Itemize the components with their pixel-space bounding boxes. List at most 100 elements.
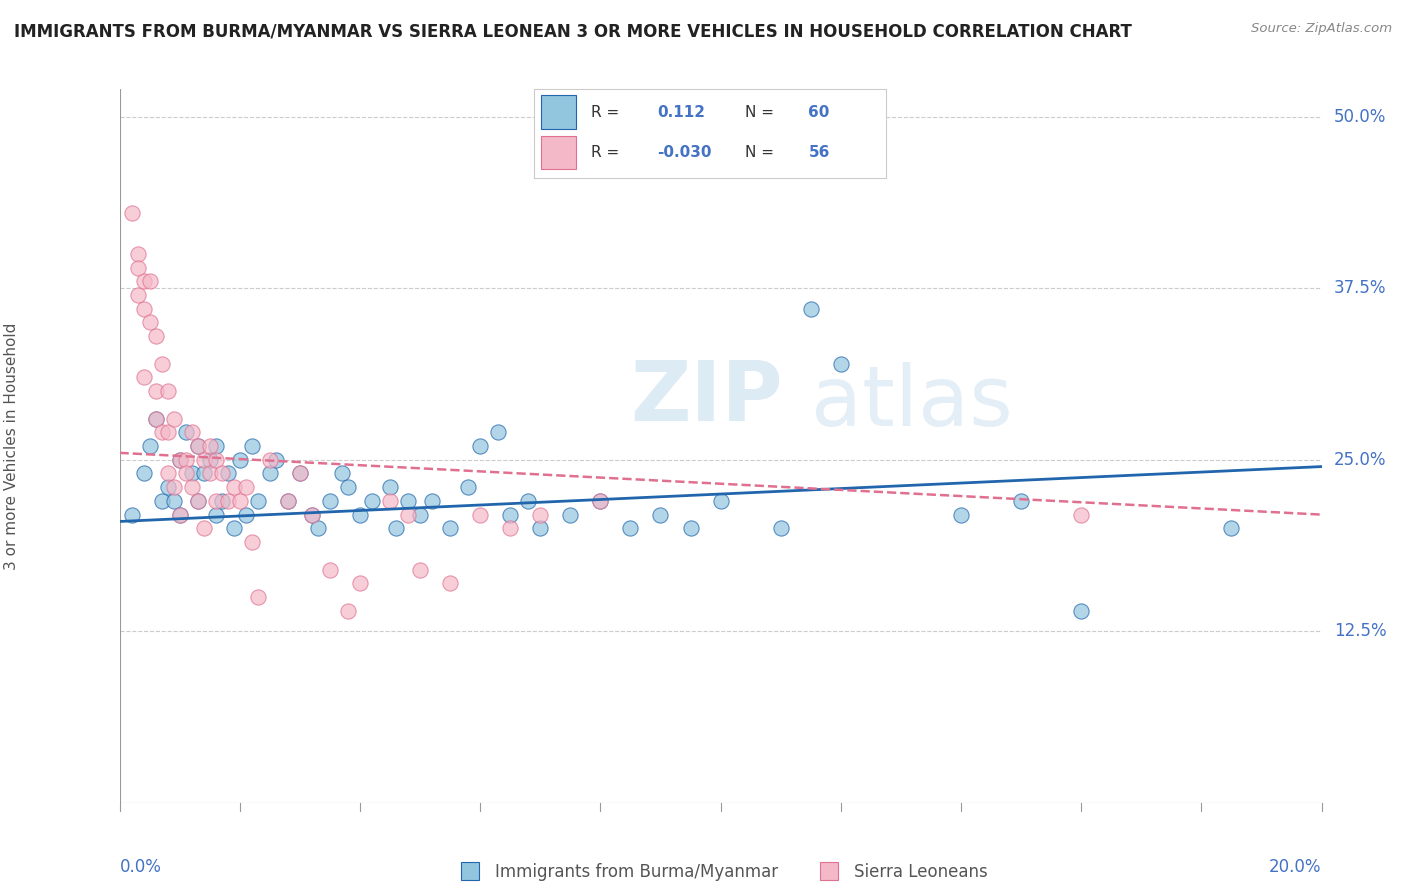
Point — [156, 480, 179, 494]
Point — [187, 439, 209, 453]
Point — [529, 508, 551, 522]
Point — [169, 508, 191, 522]
Point — [132, 301, 155, 316]
Point — [198, 439, 221, 453]
Point — [769, 521, 792, 535]
Text: 12.5%: 12.5% — [1334, 623, 1386, 640]
Point — [156, 467, 179, 481]
Point — [132, 274, 155, 288]
Text: atlas: atlas — [811, 361, 1012, 442]
Point — [156, 384, 179, 398]
Point — [222, 521, 245, 535]
Bar — [541, 95, 576, 129]
Point — [301, 508, 323, 522]
Point — [204, 439, 226, 453]
Point — [330, 467, 353, 481]
Point — [150, 357, 173, 371]
Point — [121, 508, 143, 522]
Text: 3 or more Vehicles in Household: 3 or more Vehicles in Household — [4, 322, 18, 570]
Point — [277, 494, 299, 508]
Point — [650, 508, 672, 522]
Text: R =: R = — [591, 105, 619, 120]
Point — [211, 467, 233, 481]
Point — [187, 494, 209, 508]
Point — [385, 521, 408, 535]
Text: R =: R = — [591, 145, 619, 160]
Point — [246, 590, 269, 604]
Point — [204, 494, 226, 508]
Point — [619, 521, 641, 535]
Point — [589, 494, 612, 508]
Point — [517, 494, 540, 508]
Point — [193, 452, 215, 467]
Point — [319, 494, 342, 508]
Point — [217, 494, 239, 508]
Text: IMMIGRANTS FROM BURMA/MYANMAR VS SIERRA LEONEAN 3 OR MORE VEHICLES IN HOUSEHOLD : IMMIGRANTS FROM BURMA/MYANMAR VS SIERRA … — [14, 22, 1132, 40]
Point — [396, 508, 419, 522]
Bar — [541, 136, 576, 169]
Point — [162, 411, 184, 425]
Point — [150, 425, 173, 440]
Point — [1220, 521, 1243, 535]
Point — [180, 480, 202, 494]
Point — [349, 576, 371, 591]
Point — [240, 439, 263, 453]
Point — [709, 494, 731, 508]
Point — [361, 494, 384, 508]
Point — [228, 494, 252, 508]
Point — [204, 508, 226, 522]
Point — [486, 425, 509, 440]
Point — [378, 494, 401, 508]
Point — [246, 494, 269, 508]
Point — [439, 521, 461, 535]
Point — [409, 562, 432, 576]
Point — [187, 439, 209, 453]
Point — [145, 411, 167, 425]
Point — [193, 467, 215, 481]
Point — [174, 425, 197, 440]
Point — [156, 425, 179, 440]
Point — [138, 316, 160, 330]
Point — [240, 535, 263, 549]
Text: 20.0%: 20.0% — [1270, 858, 1322, 876]
Point — [162, 494, 184, 508]
Point — [420, 494, 443, 508]
Point — [180, 425, 202, 440]
Point — [235, 508, 257, 522]
Point — [145, 411, 167, 425]
Point — [560, 508, 582, 522]
Point — [127, 288, 149, 302]
Point — [198, 452, 221, 467]
Point — [277, 494, 299, 508]
Point — [138, 439, 160, 453]
Text: Source: ZipAtlas.com: Source: ZipAtlas.com — [1251, 22, 1392, 36]
Point — [264, 452, 287, 467]
Point — [145, 384, 167, 398]
Point — [174, 452, 197, 467]
Point — [228, 452, 252, 467]
Point — [169, 508, 191, 522]
Text: 60: 60 — [808, 105, 830, 120]
Point — [336, 604, 359, 618]
Point — [127, 260, 149, 275]
Point — [259, 467, 281, 481]
Point — [169, 452, 191, 467]
Point — [288, 467, 311, 481]
Point — [378, 480, 401, 494]
Point — [174, 467, 197, 481]
Point — [169, 452, 191, 467]
Point — [529, 521, 551, 535]
Point — [162, 480, 184, 494]
Text: 25.0%: 25.0% — [1334, 450, 1386, 468]
Point — [457, 480, 479, 494]
Point — [307, 521, 329, 535]
Point — [150, 494, 173, 508]
Point — [439, 576, 461, 591]
Text: 0.0%: 0.0% — [120, 858, 162, 876]
Point — [499, 508, 522, 522]
Point — [121, 205, 143, 219]
Point — [193, 521, 215, 535]
Point — [204, 452, 226, 467]
Point — [409, 508, 432, 522]
Point — [800, 301, 823, 316]
